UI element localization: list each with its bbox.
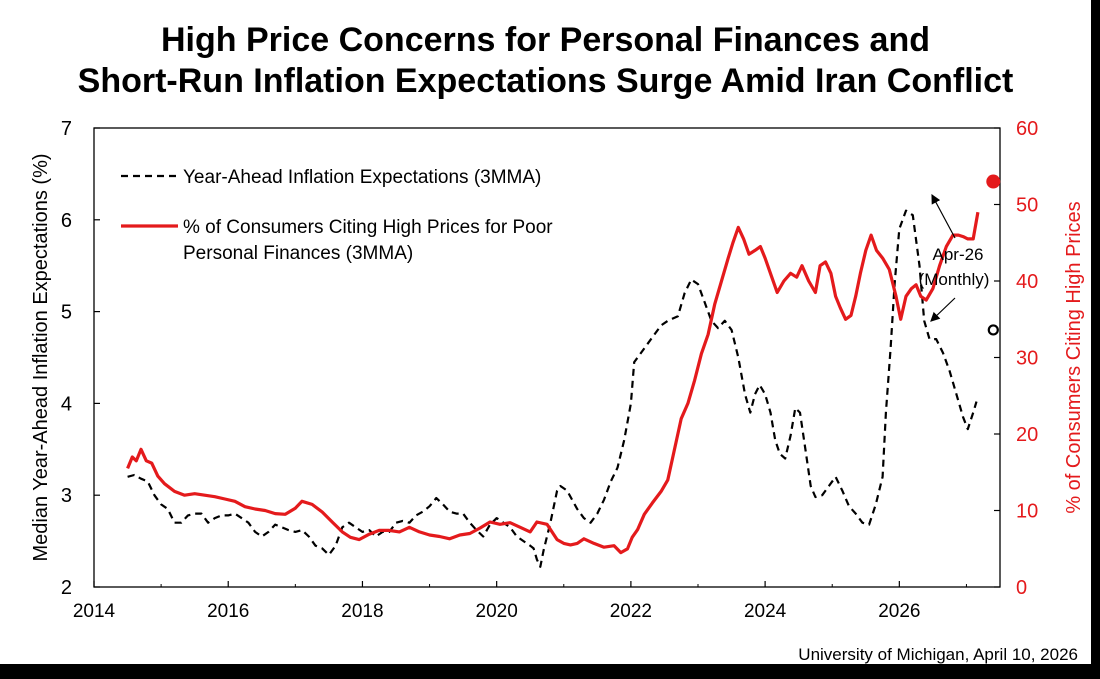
x-tick-label: 2014 [73,601,116,622]
x-tick-label: 2024 [744,601,787,622]
y-left-axis-title: Median Year-Ahead Inflation Expectations… [30,153,52,561]
plot-frame [93,127,1001,588]
y-right-tick-label: 0 [1016,577,1027,599]
series-line-inflation-expectations [127,209,978,568]
source-note: University of Michigan, April 10, 2026 [798,645,1078,664]
legend-label-inflation-expectations: Year-Ahead Inflation Expectations (3MMA) [183,167,541,188]
x-tick-label: 2022 [610,601,652,622]
y-left-tick-label: 3 [61,485,72,507]
annotation-arrow-upper [931,193,956,239]
annotation-label-line-2: (Monthly) [919,270,990,289]
x-tick-label: 2016 [207,601,249,622]
y-right-axis-title: % of Consumers Citing High Prices [1063,201,1085,513]
monthly-marker-high-prices [986,174,1001,189]
y-right-tick-label: 10 [1016,501,1038,523]
legend-label-high-prices-line-1: % of Consumers Citing High Prices for Po… [183,217,553,238]
series-line-high-prices [126,211,980,555]
y-left-tick-label: 6 [61,210,72,232]
y-left-tick-label: 2 [61,577,72,599]
y-right-tick-label: 40 [1016,271,1038,293]
annotation-label-line-1: Apr-26 [932,245,983,264]
x-tick-label: 2020 [476,601,518,622]
chart-card: High Price Concerns for Personal Finance… [0,0,1091,664]
y-right-tick-label: 60 [1016,118,1038,140]
y-right-tick-label: 20 [1016,424,1038,446]
chart-title-line-1: High Price Concerns for Personal Finance… [161,21,930,59]
chart-title-line-2: Short-Run Inflation Expectations Surge A… [77,62,1014,100]
y-right-tick-label: 50 [1016,195,1038,217]
chart-plot: 2014 2016 2018 2020 2022 2024 2026 2 3 4 5 6 7 0 10 20 3… [30,118,1085,664]
y-left-tick-label: 7 [61,118,72,140]
y-right-tick-label: 30 [1016,348,1038,370]
y-left-tick-label: 4 [61,393,72,415]
y-left-tick-label: 5 [61,302,72,324]
monthly-marker-inflation-expectations [987,324,999,336]
legend-label-high-prices-line-2: Personal Finances (3MMA) [183,243,413,264]
x-tick-label: 2018 [341,601,383,622]
annotation-arrow-lower [930,297,956,322]
x-tick-label: 2026 [878,601,920,622]
